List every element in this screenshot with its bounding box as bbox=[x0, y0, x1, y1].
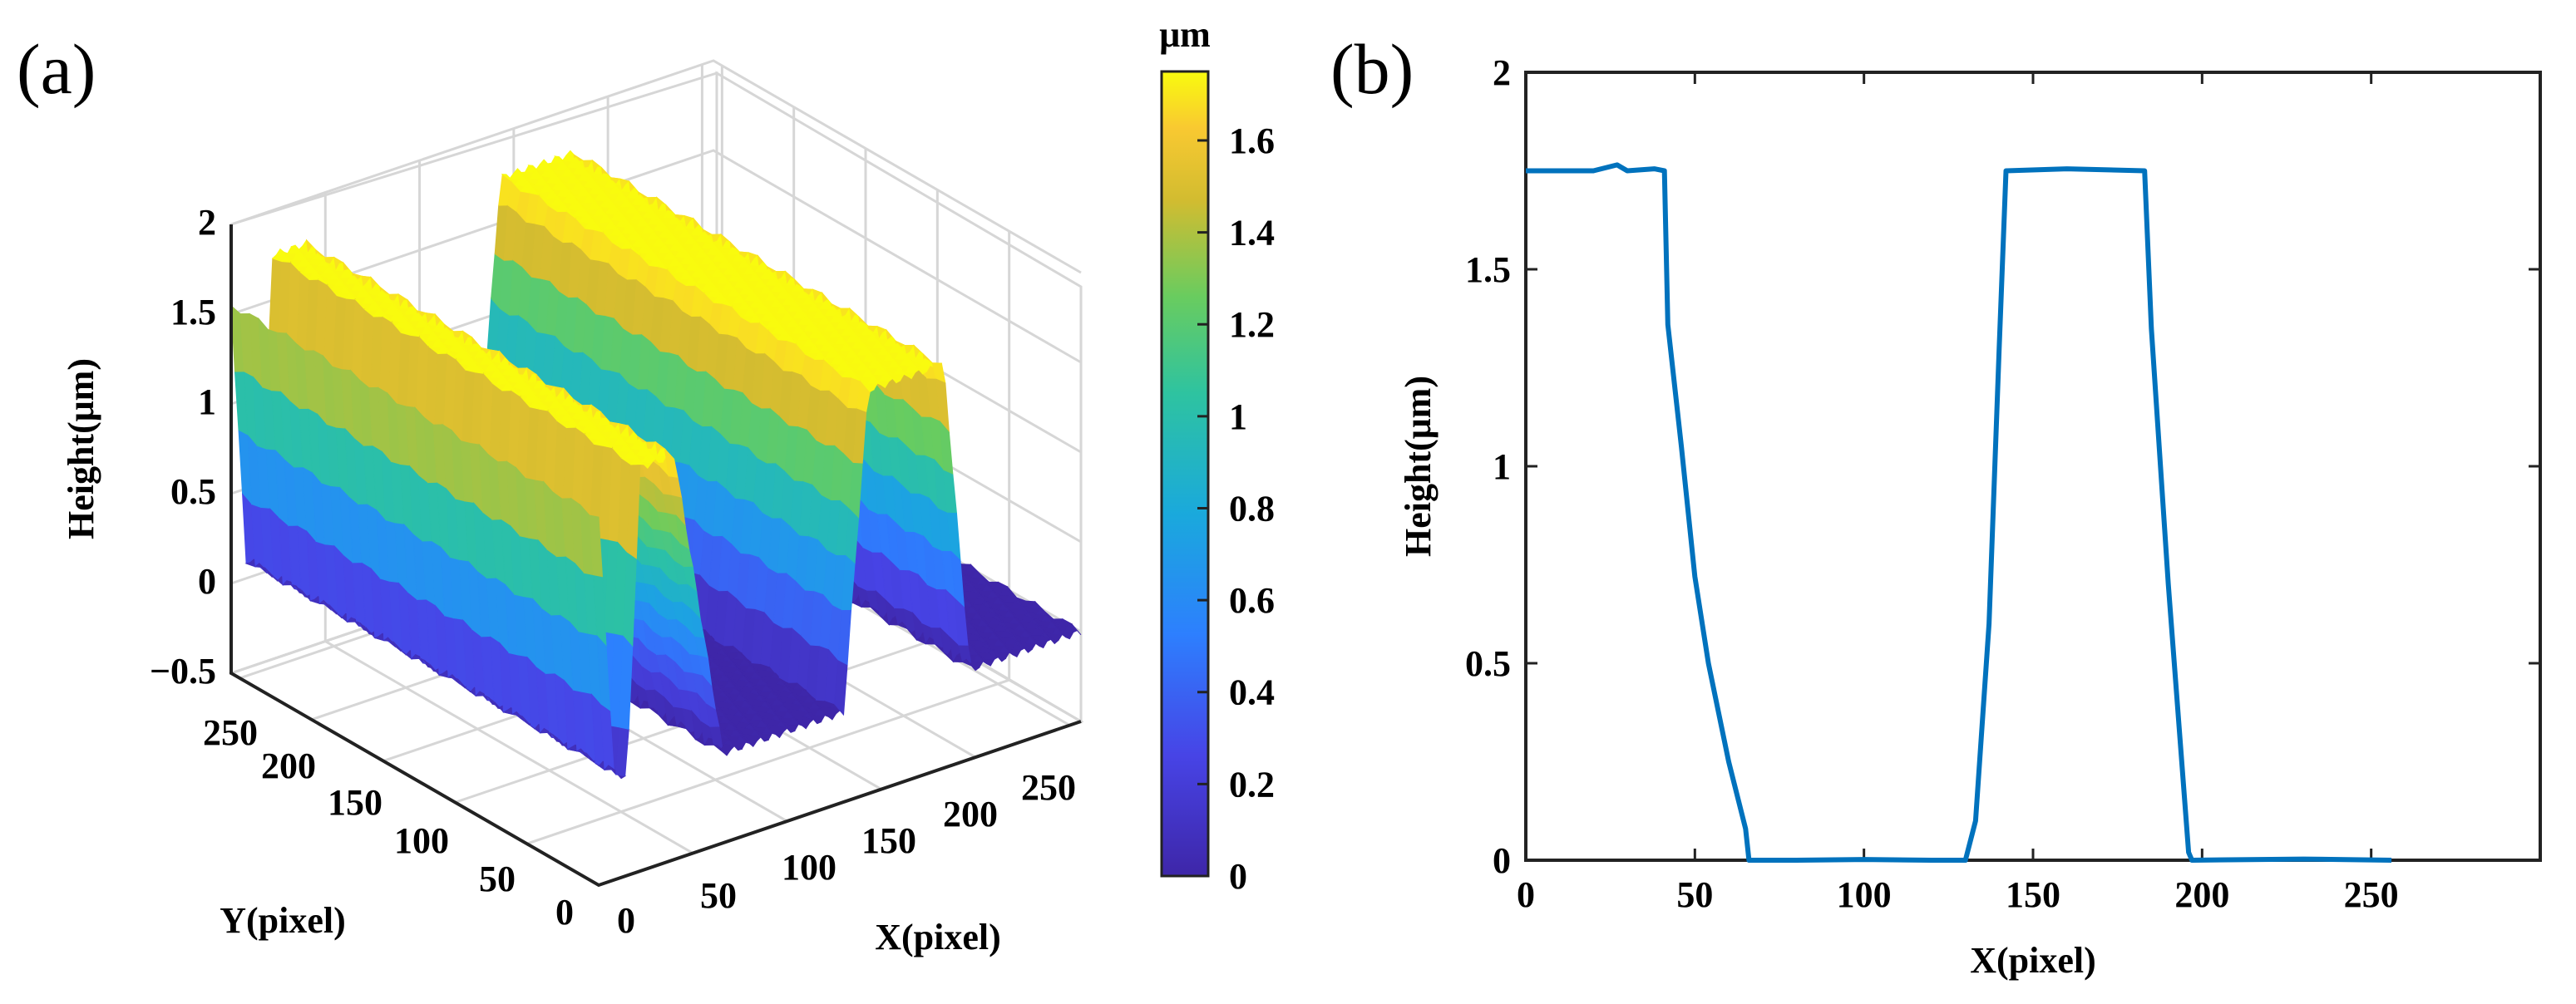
panel-a: (a) −0.5 0 0.5 1 1.5 2 bbox=[17, 14, 1275, 957]
z-gridline bbox=[230, 59, 1082, 274]
floor-gridline bbox=[526, 678, 1010, 845]
surface-plot bbox=[230, 150, 1082, 780]
floor-gridline bbox=[324, 640, 694, 854]
panel-a-label: (a) bbox=[17, 29, 96, 109]
z-gridline bbox=[230, 149, 1082, 364]
